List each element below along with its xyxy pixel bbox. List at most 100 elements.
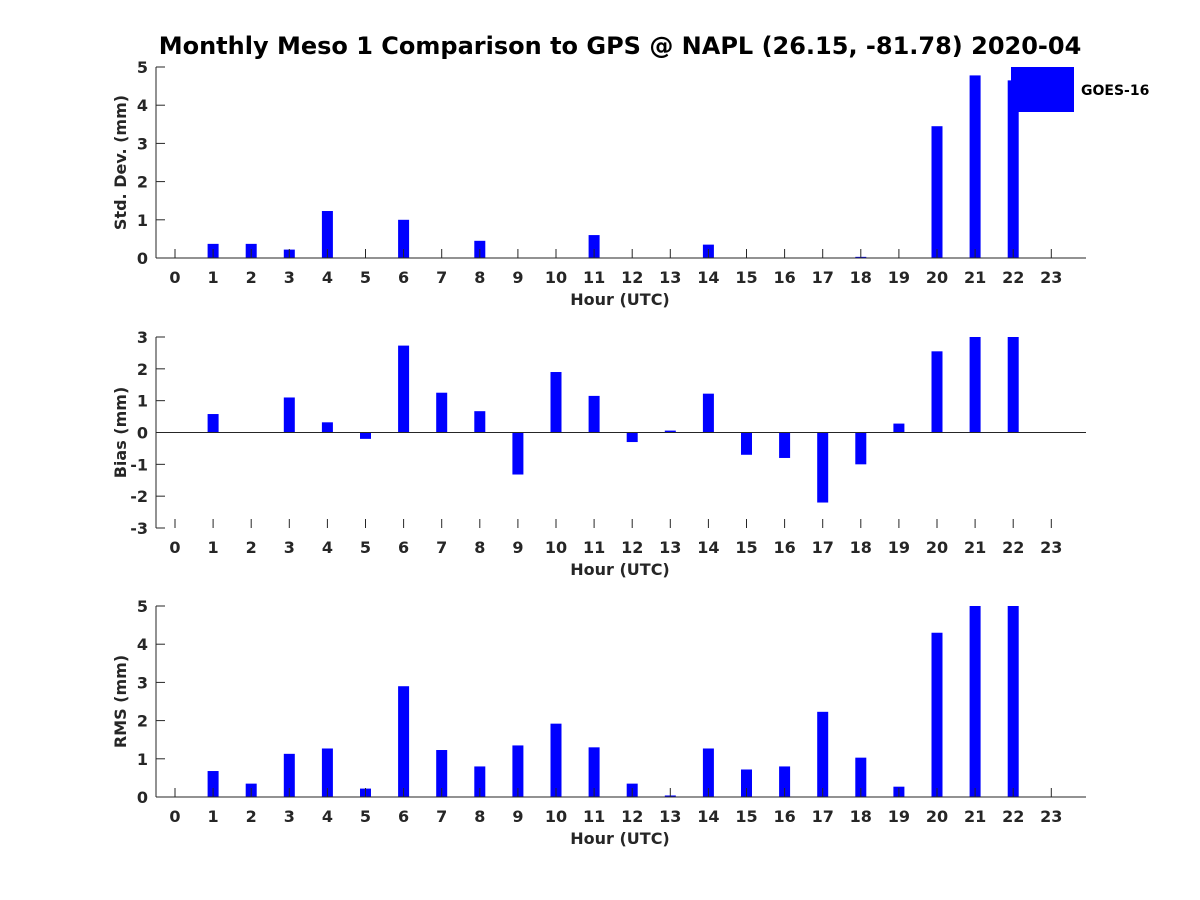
x-tick-label: 5: [360, 807, 371, 826]
x-tick-label: 0: [169, 807, 180, 826]
x-tick-label: 6: [398, 538, 409, 557]
y-tick-label: 3: [137, 673, 148, 692]
bar-hour-15: [741, 432, 752, 455]
bar-hour-6: [398, 686, 410, 797]
x-tick-label: 1: [208, 268, 219, 287]
bar-hour-12: [626, 432, 638, 443]
x-tick-label: 6: [398, 807, 409, 826]
bar-hour-15: [741, 769, 752, 797]
x-tick-label: 4: [322, 268, 333, 287]
bar-hour-4: [321, 422, 333, 433]
x-tick-label: 20: [926, 807, 948, 826]
bar-hour-7: [436, 392, 448, 433]
bar-hour-16: [779, 432, 791, 458]
x-tick-label: 1: [208, 538, 219, 557]
bar-hour-11: [588, 747, 600, 797]
bar-hour-21: [969, 75, 981, 259]
bar-hour-5: [360, 432, 371, 439]
bar-hour-14: [702, 393, 714, 433]
x-tick-label: 23: [1040, 807, 1062, 826]
x-tick-label: 21: [964, 268, 986, 287]
y-tick-label: -3: [130, 519, 148, 538]
y-tick-label: 3: [137, 328, 148, 347]
y-tick-label: 4: [137, 96, 148, 115]
x-tick-label: 12: [621, 538, 643, 557]
x-tick-label: 20: [926, 538, 948, 557]
x-tick-label: 17: [812, 807, 834, 826]
bar-hour-19: [893, 423, 905, 433]
y-tick-label: 2: [137, 712, 148, 731]
legend-label: GOES-16: [1081, 83, 1149, 99]
x-tick-label: 17: [812, 268, 834, 287]
x-tick-label: 4: [322, 538, 333, 557]
x-axis-label: Hour (UTC): [570, 560, 670, 579]
bar-hour-1: [207, 771, 219, 797]
bar-hour-3: [283, 753, 295, 797]
x-tick-label: 10: [545, 538, 567, 557]
x-tick-label: 23: [1040, 268, 1062, 287]
bar-hour-21: [969, 337, 981, 433]
x-tick-label: 9: [512, 538, 523, 557]
x-tick-label: 13: [659, 807, 681, 826]
bar-hour-16: [779, 766, 791, 797]
x-tick-label: 11: [583, 268, 605, 287]
x-tick-label: 1: [208, 807, 219, 826]
bar-hour-1: [207, 414, 219, 433]
x-tick-label: 14: [697, 807, 719, 826]
x-tick-label: 22: [1002, 268, 1024, 287]
bar-hour-14: [702, 748, 714, 797]
x-tick-label: 19: [888, 268, 910, 287]
x-tick-label: 20: [926, 268, 948, 287]
bar-hour-20: [931, 351, 943, 433]
bar-hour-22: [1007, 606, 1019, 797]
y-tick-label: 1: [137, 750, 148, 769]
y-tick-label: 2: [137, 173, 148, 192]
bar-hour-20: [931, 632, 943, 797]
y-tick-label: 5: [137, 58, 148, 77]
x-tick-label: 16: [773, 807, 795, 826]
x-tick-label: 18: [850, 268, 872, 287]
x-tick-label: 21: [964, 538, 986, 557]
x-tick-label: 6: [398, 268, 409, 287]
x-tick-label: 23: [1040, 538, 1062, 557]
x-tick-label: 16: [773, 268, 795, 287]
bar-hour-17: [817, 711, 829, 797]
x-tick-label: 22: [1002, 538, 1024, 557]
y-tick-label: 2: [137, 360, 148, 379]
bar-hour-21: [969, 606, 981, 797]
x-tick-label: 8: [474, 268, 485, 287]
x-tick-label: 3: [284, 807, 295, 826]
x-tick-label: 5: [360, 268, 371, 287]
y-axis-label: RMS (mm): [111, 655, 130, 748]
x-tick-label: 9: [512, 268, 523, 287]
x-tick-label: 0: [169, 538, 180, 557]
x-tick-label: 15: [735, 268, 757, 287]
x-tick-label: 14: [697, 268, 719, 287]
y-tick-label: 4: [137, 635, 148, 654]
x-tick-label: 16: [773, 538, 795, 557]
y-tick-label: 1: [137, 211, 148, 230]
y-tick-label: -1: [130, 455, 148, 474]
bar-hour-4: [321, 211, 333, 258]
x-tick-label: 10: [545, 268, 567, 287]
x-tick-label: 13: [659, 538, 681, 557]
x-tick-label: 21: [964, 807, 986, 826]
x-tick-label: 2: [246, 538, 257, 557]
x-tick-label: 8: [474, 807, 485, 826]
bar-hour-18: [855, 757, 867, 797]
bar-hour-6: [398, 345, 410, 433]
x-tick-label: 19: [888, 807, 910, 826]
bar-hour-11: [588, 235, 600, 258]
bar-hour-6: [398, 219, 410, 258]
x-tick-label: 12: [621, 807, 643, 826]
figure-title: Monthly Meso 1 Comparison to GPS @ NAPL …: [159, 32, 1082, 60]
x-tick-label: 4: [322, 807, 333, 826]
x-tick-label: 11: [583, 538, 605, 557]
bar-hour-8: [474, 766, 486, 797]
x-tick-label: 3: [284, 538, 295, 557]
